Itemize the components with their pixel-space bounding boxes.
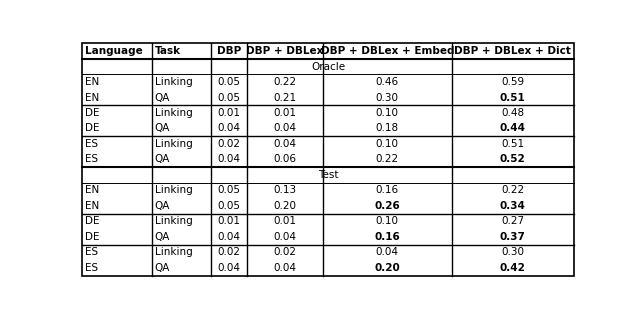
Text: 0.20: 0.20 xyxy=(374,263,400,273)
Text: 0.34: 0.34 xyxy=(500,201,525,211)
Text: 0.16: 0.16 xyxy=(376,185,399,195)
Text: EN: EN xyxy=(86,77,100,87)
Text: 0.42: 0.42 xyxy=(500,263,525,273)
Text: EN: EN xyxy=(86,185,100,195)
Text: 0.16: 0.16 xyxy=(374,232,400,242)
Text: 0.02: 0.02 xyxy=(218,139,241,149)
Text: QA: QA xyxy=(155,263,170,273)
Text: QA: QA xyxy=(155,155,170,165)
Text: QA: QA xyxy=(155,201,170,211)
Text: 0.52: 0.52 xyxy=(500,155,525,165)
Text: Linking: Linking xyxy=(155,247,193,258)
Text: 0.06: 0.06 xyxy=(274,155,297,165)
Text: 0.01: 0.01 xyxy=(218,108,241,118)
Text: DBP + DBLex: DBP + DBLex xyxy=(246,46,324,56)
Text: 0.22: 0.22 xyxy=(501,185,524,195)
Text: 0.48: 0.48 xyxy=(501,108,524,118)
Text: 0.05: 0.05 xyxy=(218,77,241,87)
Text: QA: QA xyxy=(155,232,170,242)
Text: Task: Task xyxy=(155,46,180,56)
Text: 0.01: 0.01 xyxy=(218,216,241,226)
Text: 0.05: 0.05 xyxy=(218,201,241,211)
Text: DBP + DBLex + Dict: DBP + DBLex + Dict xyxy=(454,46,571,56)
Text: 0.26: 0.26 xyxy=(374,201,400,211)
Text: 0.01: 0.01 xyxy=(274,108,297,118)
Text: 0.02: 0.02 xyxy=(274,247,297,258)
Text: 0.20: 0.20 xyxy=(274,201,297,211)
Text: Language: Language xyxy=(86,46,143,56)
Text: 0.27: 0.27 xyxy=(501,216,524,226)
Text: DE: DE xyxy=(86,232,100,242)
Text: Linking: Linking xyxy=(155,77,193,87)
Text: 0.05: 0.05 xyxy=(218,92,241,103)
Text: ES: ES xyxy=(86,155,99,165)
Text: 0.51: 0.51 xyxy=(500,92,525,103)
Text: DE: DE xyxy=(86,123,100,133)
Text: Linking: Linking xyxy=(155,139,193,149)
Text: QA: QA xyxy=(155,123,170,133)
Text: 0.04: 0.04 xyxy=(218,232,241,242)
Text: DE: DE xyxy=(86,108,100,118)
Text: 0.04: 0.04 xyxy=(376,247,399,258)
Text: Test: Test xyxy=(317,170,339,180)
Text: DBP: DBP xyxy=(217,46,241,56)
Text: 0.04: 0.04 xyxy=(274,123,297,133)
Text: 0.30: 0.30 xyxy=(501,247,524,258)
Text: ES: ES xyxy=(86,247,99,258)
Text: DBP + DBLex + Embed: DBP + DBLex + Embed xyxy=(321,46,454,56)
Text: 0.04: 0.04 xyxy=(218,263,241,273)
Text: 0.18: 0.18 xyxy=(376,123,399,133)
Text: 0.04: 0.04 xyxy=(274,263,297,273)
Text: 0.10: 0.10 xyxy=(376,108,399,118)
Text: 0.30: 0.30 xyxy=(376,92,399,103)
Text: 0.46: 0.46 xyxy=(376,77,399,87)
Text: 0.04: 0.04 xyxy=(274,139,297,149)
Text: EN: EN xyxy=(86,201,100,211)
Text: 0.21: 0.21 xyxy=(273,92,297,103)
Text: QA: QA xyxy=(155,92,170,103)
Text: EN: EN xyxy=(86,92,100,103)
Text: Linking: Linking xyxy=(155,216,193,226)
Text: 0.51: 0.51 xyxy=(501,139,524,149)
Text: ES: ES xyxy=(86,263,99,273)
Text: 0.10: 0.10 xyxy=(376,139,399,149)
Text: 0.22: 0.22 xyxy=(273,77,297,87)
Text: 0.05: 0.05 xyxy=(218,185,241,195)
Text: 0.13: 0.13 xyxy=(273,185,297,195)
Text: DE: DE xyxy=(86,216,100,226)
Text: 0.10: 0.10 xyxy=(376,216,399,226)
Text: 0.02: 0.02 xyxy=(218,247,241,258)
Text: 0.59: 0.59 xyxy=(501,77,524,87)
Text: ES: ES xyxy=(86,139,99,149)
Text: Linking: Linking xyxy=(155,185,193,195)
Text: 0.22: 0.22 xyxy=(376,155,399,165)
Text: 0.04: 0.04 xyxy=(218,123,241,133)
Text: 0.01: 0.01 xyxy=(274,216,297,226)
Text: 0.04: 0.04 xyxy=(274,232,297,242)
Text: 0.44: 0.44 xyxy=(500,123,525,133)
Text: Oracle: Oracle xyxy=(311,62,345,72)
Text: 0.04: 0.04 xyxy=(218,155,241,165)
Text: 0.37: 0.37 xyxy=(500,232,525,242)
Text: Linking: Linking xyxy=(155,108,193,118)
